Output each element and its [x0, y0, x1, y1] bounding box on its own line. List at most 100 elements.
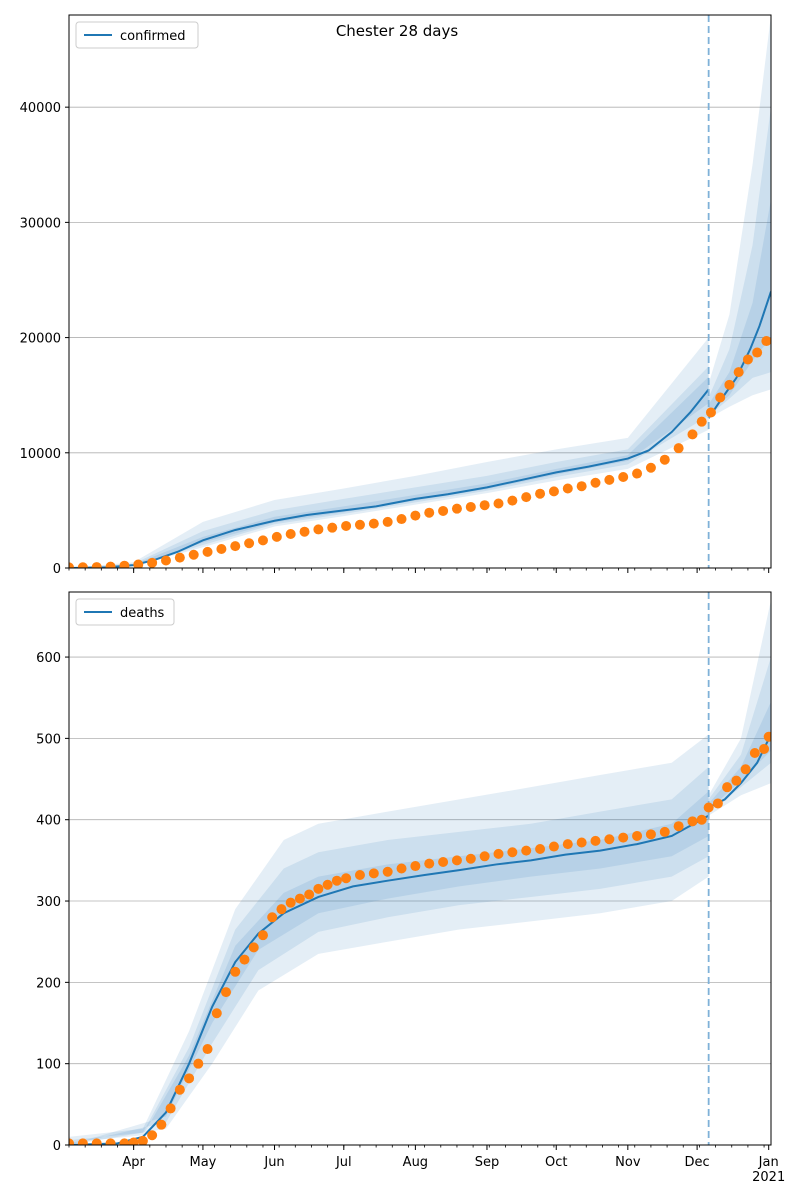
- observed-point: [239, 954, 250, 965]
- observed-point: [396, 514, 407, 525]
- observed-point: [451, 503, 462, 514]
- observed-point: [521, 845, 532, 856]
- legend-box: [75, 598, 175, 626]
- observed-point: [451, 855, 462, 866]
- legend: confirmed: [75, 21, 199, 49]
- observed-point: [271, 531, 282, 542]
- observed-point: [184, 1073, 195, 1084]
- observed-point: [465, 853, 476, 864]
- observed-point: [216, 543, 227, 554]
- observed-point: [341, 873, 352, 884]
- figure-title: Chester 28 days: [336, 22, 459, 40]
- observed-point: [77, 562, 88, 568]
- observed-point: [202, 1044, 213, 1055]
- observed-point: [313, 883, 324, 894]
- x-month-label: Sep: [475, 1155, 500, 1170]
- observed-point: [722, 782, 733, 793]
- observed-point: [740, 764, 751, 775]
- x-month-label: Dec: [685, 1155, 710, 1170]
- observed-point: [645, 829, 656, 840]
- observed-point: [221, 987, 232, 998]
- observed-point: [687, 429, 698, 440]
- observed-point: [69, 562, 74, 568]
- observed-point: [493, 848, 504, 859]
- observed-point: [479, 500, 490, 511]
- plot-area: [69, 592, 771, 1145]
- observed-point: [548, 486, 559, 497]
- observed-point: [174, 552, 185, 563]
- model-band: [69, 376, 709, 568]
- observed-point: [659, 454, 670, 465]
- observed-point: [712, 798, 723, 809]
- observed-point: [705, 407, 716, 418]
- observed-point: [276, 904, 287, 915]
- observed-point: [410, 510, 421, 521]
- observed-point: [618, 832, 629, 843]
- y-tick-label: 40000: [20, 101, 61, 116]
- observed-point: [160, 555, 171, 566]
- observed-point: [424, 507, 435, 518]
- observed-point: [230, 541, 241, 552]
- plot-area: [69, 15, 771, 568]
- observed-point: [493, 498, 504, 509]
- forecast-band: [708, 657, 771, 812]
- y-tick-label: 400: [36, 814, 61, 829]
- observed-point: [174, 1084, 185, 1095]
- observed-point: [761, 336, 771, 347]
- x-month-label: Aug: [403, 1155, 428, 1170]
- model-band: [69, 337, 709, 568]
- observed-point: [763, 731, 771, 742]
- observed-point: [465, 501, 476, 512]
- observed-point: [368, 518, 379, 529]
- y-tick-label: 20000: [20, 332, 61, 347]
- observed-point: [257, 535, 268, 546]
- x-month-label: Jan: [758, 1155, 779, 1170]
- observed-point: [715, 392, 726, 403]
- y-tick-label: 200: [36, 976, 61, 991]
- x-month-label: Jul: [335, 1155, 352, 1170]
- observed-point: [77, 1138, 88, 1145]
- observed-point: [248, 942, 259, 953]
- observed-point: [322, 879, 333, 890]
- observed-point: [645, 462, 656, 473]
- observed-point: [521, 492, 532, 503]
- observed-point: [618, 471, 629, 482]
- observed-point: [696, 814, 707, 825]
- model-line: [69, 814, 710, 1145]
- x-month-label: Jun: [263, 1155, 284, 1170]
- y-tick-label: 0: [53, 562, 61, 577]
- legend: deaths: [75, 598, 175, 626]
- observed-point: [507, 495, 518, 506]
- y-tick-label: 0: [53, 1139, 61, 1154]
- observed-point: [673, 443, 684, 454]
- observed-point: [313, 524, 324, 535]
- observed-point: [742, 354, 753, 365]
- observed-point: [188, 549, 199, 560]
- observed-point: [410, 861, 421, 872]
- model-band: [69, 734, 709, 1145]
- observed-point: [576, 481, 587, 492]
- model-band: [69, 766, 709, 1145]
- observed-point: [331, 875, 342, 886]
- observed-point: [105, 561, 116, 568]
- y-tick-label: 100: [36, 1058, 61, 1073]
- observed-point: [193, 1058, 204, 1069]
- y-tick-label: 10000: [20, 447, 61, 462]
- forecast-band: [708, 15, 771, 419]
- observed-point: [244, 538, 255, 549]
- observed-point: [424, 858, 435, 869]
- observed-point: [632, 830, 643, 841]
- observed-point: [294, 893, 305, 904]
- observed-point: [731, 775, 742, 786]
- observed-point: [703, 802, 714, 813]
- observed-point: [590, 835, 601, 846]
- observed-point: [749, 748, 760, 759]
- observed-point: [156, 1119, 167, 1130]
- observed-point: [105, 1138, 116, 1145]
- observed-point: [759, 743, 770, 754]
- observed-point: [438, 856, 449, 867]
- observed-point: [548, 841, 559, 852]
- observed-point: [535, 488, 546, 499]
- observed-point: [687, 816, 698, 827]
- observed-point: [354, 870, 365, 881]
